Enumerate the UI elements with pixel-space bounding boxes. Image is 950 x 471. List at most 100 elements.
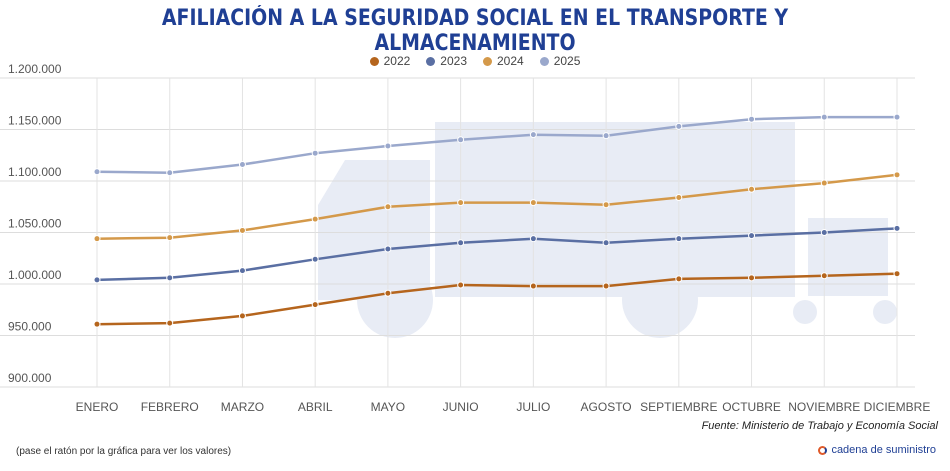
data-point-2022[interactable]: [238, 312, 246, 320]
data-point-2024[interactable]: [602, 201, 610, 209]
data-point-2022[interactable]: [602, 282, 610, 290]
brand-label: cadena de suministro: [831, 444, 936, 456]
x-tick-label: NOVIEMBRE: [788, 400, 860, 414]
data-point-2025[interactable]: [529, 131, 537, 139]
data-point-2022[interactable]: [93, 320, 101, 328]
x-tick-label: FEBRERO: [141, 400, 199, 414]
data-point-2024[interactable]: [238, 226, 246, 234]
data-point-2022[interactable]: [457, 281, 465, 289]
data-point-2025[interactable]: [748, 115, 756, 123]
data-point-2025[interactable]: [457, 136, 465, 144]
x-tick-label: JULIO: [516, 400, 550, 414]
data-point-2025[interactable]: [602, 132, 610, 140]
truck-trailer-shape: [435, 122, 795, 297]
data-point-2022[interactable]: [384, 289, 392, 297]
data-point-2025[interactable]: [166, 169, 174, 177]
x-tick-label: DICIEMBRE: [864, 400, 931, 414]
x-tick-label: JUNIO: [443, 400, 479, 414]
series-line-2023[interactable]: [96, 227, 898, 282]
data-point-2025[interactable]: [93, 168, 101, 176]
data-point-2023[interactable]: [457, 239, 465, 247]
series-line-2022[interactable]: [96, 272, 898, 326]
x-tick-label: OCTUBRE: [722, 400, 781, 414]
y-tick-label: 1.200.000: [8, 62, 62, 76]
data-point-2023[interactable]: [529, 235, 537, 243]
data-point-2022[interactable]: [893, 270, 901, 278]
legend-label-2024: 2024: [497, 54, 524, 68]
data-point-2022[interactable]: [166, 319, 174, 327]
data-point-2023[interactable]: [602, 239, 610, 247]
series-line-2024[interactable]: [96, 173, 898, 240]
x-tick-label: SEPTIEMBRE: [640, 400, 717, 414]
y-tick-label: 1.000.000: [8, 268, 62, 282]
x-tick-label: MARZO: [221, 400, 264, 414]
brand-icon: [818, 445, 828, 455]
y-tick-label: 1.100.000: [8, 165, 62, 179]
brand-logo[interactable]: cadena de suministro: [818, 444, 936, 456]
data-point-2023[interactable]: [238, 267, 246, 275]
data-point-2025[interactable]: [384, 142, 392, 150]
data-point-2024[interactable]: [384, 203, 392, 211]
data-point-2025[interactable]: [675, 122, 683, 130]
legend-item-2024[interactable]: 2024: [483, 54, 524, 68]
legend-dot-2023: [426, 56, 436, 66]
y-tick-label: 900.000: [8, 371, 52, 385]
y-tick-label: 1.050.000: [8, 217, 62, 231]
data-point-2022[interactable]: [311, 301, 319, 309]
legend-dot-2024: [483, 56, 492, 66]
x-tick-label: ABRIL: [298, 400, 333, 414]
data-point-2023[interactable]: [748, 232, 756, 240]
truck-watermark: [318, 122, 897, 338]
data-point-2023[interactable]: [893, 224, 901, 232]
legend-label-2023: 2023: [440, 54, 467, 68]
x-axis: ENERO FEBRERO MARZO ABRIL MAYO JUNIO JULIO AGOS…: [76, 400, 931, 414]
y-tick-label: 950.000: [8, 320, 52, 334]
data-point-2025[interactable]: [893, 113, 901, 121]
data-point-2023[interactable]: [93, 276, 101, 284]
data-point-2024[interactable]: [820, 179, 828, 187]
data-point-2023[interactable]: [166, 274, 174, 282]
legend-item-2025[interactable]: 2025: [539, 54, 581, 68]
truck-wheel-rear: [622, 262, 698, 338]
source-note: Fuente: Ministerio de Trabajo y Economía…: [701, 420, 938, 432]
data-point-2023[interactable]: [311, 255, 319, 263]
legend-dot-2022: [369, 56, 379, 66]
data-point-2025[interactable]: [311, 149, 319, 157]
data-point-2025[interactable]: [820, 113, 828, 121]
legend-dot-2025: [539, 56, 549, 66]
data-point-2022[interactable]: [529, 282, 537, 290]
y-axis: 1.200.000 1.150.000 1.100.000 1.050.000 1.00…: [8, 62, 62, 385]
chart-title: AFILIACIÓN A LA SEGURIDAD SOCIAL EN EL T…: [161, 6, 789, 56]
data-point-2022[interactable]: [820, 272, 828, 280]
data-point-2025[interactable]: [238, 161, 246, 169]
data-point-2024[interactable]: [166, 234, 174, 242]
y-tick-label: 1.150.000: [8, 114, 62, 128]
x-tick-label: ENERO: [76, 400, 119, 414]
data-point-2024[interactable]: [893, 171, 901, 179]
data-point-2023[interactable]: [675, 235, 683, 243]
truck-wheel-front: [357, 262, 433, 338]
data-point-2024[interactable]: [93, 235, 101, 243]
data-point-2024[interactable]: [311, 215, 319, 223]
legend-item-2023[interactable]: 2023: [426, 54, 467, 68]
data-point-2024[interactable]: [457, 199, 465, 207]
chart-series: [93, 113, 901, 328]
data-point-2024[interactable]: [748, 185, 756, 193]
data-point-2022[interactable]: [748, 274, 756, 282]
legend-item-2022[interactable]: 2022: [369, 54, 411, 68]
chart-legend: 2022 2023 2024 2025: [0, 54, 950, 68]
hover-hint: (pase el ratón por la gráfica para ver l…: [16, 446, 232, 457]
x-tick-label: MAYO: [371, 400, 405, 414]
data-point-2024[interactable]: [675, 193, 683, 201]
data-point-2023[interactable]: [384, 245, 392, 253]
cart-wheel-right: [873, 300, 897, 324]
legend-label-2025: 2025: [553, 54, 581, 68]
data-point-2022[interactable]: [675, 275, 683, 283]
data-point-2024[interactable]: [529, 199, 537, 207]
cart-wheel-left: [793, 300, 817, 324]
series-line-2025[interactable]: [96, 115, 897, 175]
data-point-2023[interactable]: [820, 229, 828, 236]
x-tick-label: AGOSTO: [581, 400, 632, 414]
legend-label-2022: 2022: [383, 54, 411, 68]
